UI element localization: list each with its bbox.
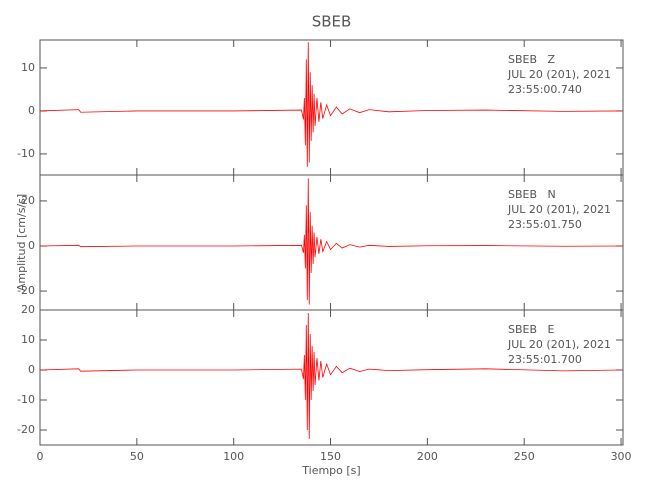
chart-title: SBEB (312, 13, 352, 31)
y-axis-label: Amplitud [cm/s/s] (15, 194, 28, 291)
y-tick-label: -20 (17, 284, 35, 297)
waveform (39, 42, 622, 167)
panel-frame (39, 309, 624, 446)
annotation: JUL 20 (201), 2021 (507, 68, 611, 81)
annotation: 23:55:01.700 (508, 353, 582, 366)
x-tick-label: 50 (130, 450, 144, 463)
annotation: 23:55:00.740 (508, 83, 582, 96)
y-tick-label: -10 (17, 393, 35, 406)
x-tick-label: 150 (320, 450, 341, 463)
y-tick-label: 10 (21, 61, 35, 74)
y-tick-label: 0 (28, 363, 35, 376)
annotation: SBEB E (508, 323, 555, 336)
y-tick-label: -10 (17, 147, 35, 160)
x-tick-label: 300 (611, 450, 632, 463)
x-tick-label: 200 (417, 450, 438, 463)
annotation: 23:55:01.750 (508, 218, 582, 231)
y-tick-label: 20 (21, 194, 35, 207)
y-tick-label: 20 (21, 303, 35, 316)
annotation: SBEB N (508, 188, 556, 201)
x-tick-label: 100 (223, 450, 244, 463)
y-tick-label: -20 (17, 423, 35, 436)
x-tick-label: 0 (37, 450, 44, 463)
annotation: JUL 20 (201), 2021 (507, 203, 611, 216)
x-axis-label: Tiempo [s] (301, 464, 360, 477)
waveform (39, 312, 622, 440)
x-tick-label: 250 (514, 450, 535, 463)
annotation: SBEB Z (508, 53, 556, 66)
annotation: JUL 20 (201), 2021 (507, 338, 611, 351)
y-tick-label: 0 (28, 104, 35, 117)
y-tick-label: 10 (21, 333, 35, 346)
y-tick-label: 0 (28, 239, 35, 252)
waveform (39, 178, 622, 305)
